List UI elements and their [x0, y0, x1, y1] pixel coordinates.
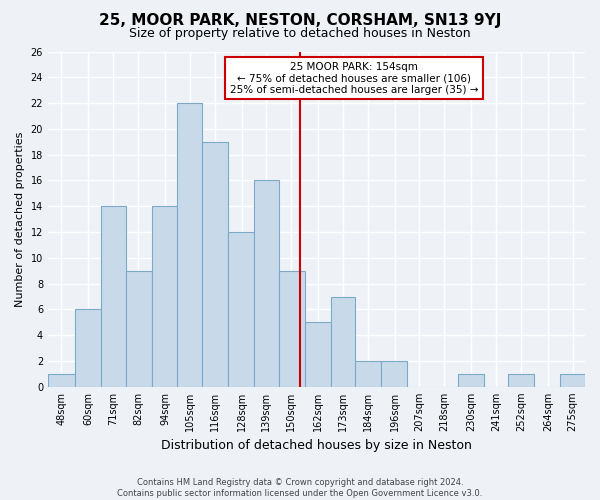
Bar	[178, 103, 202, 387]
Bar	[254, 180, 279, 387]
Bar	[101, 206, 125, 387]
Bar	[508, 374, 535, 387]
Bar	[355, 361, 381, 387]
Bar	[279, 270, 305, 387]
Text: Size of property relative to detached houses in Neston: Size of property relative to detached ho…	[129, 28, 471, 40]
Bar	[202, 142, 228, 387]
Bar	[125, 270, 152, 387]
X-axis label: Distribution of detached houses by size in Neston: Distribution of detached houses by size …	[161, 440, 472, 452]
Bar	[331, 296, 355, 387]
Bar	[381, 361, 407, 387]
Text: 25, MOOR PARK, NESTON, CORSHAM, SN13 9YJ: 25, MOOR PARK, NESTON, CORSHAM, SN13 9YJ	[99, 12, 501, 28]
Text: Contains HM Land Registry data © Crown copyright and database right 2024.
Contai: Contains HM Land Registry data © Crown c…	[118, 478, 482, 498]
Bar	[228, 232, 254, 387]
Y-axis label: Number of detached properties: Number of detached properties	[15, 132, 25, 307]
Bar	[48, 374, 75, 387]
Bar	[458, 374, 484, 387]
Text: 25 MOOR PARK: 154sqm
← 75% of detached houses are smaller (106)
25% of semi-deta: 25 MOOR PARK: 154sqm ← 75% of detached h…	[230, 62, 478, 95]
Bar	[152, 206, 178, 387]
Bar	[305, 322, 331, 387]
Bar	[75, 310, 101, 387]
Bar	[560, 374, 585, 387]
